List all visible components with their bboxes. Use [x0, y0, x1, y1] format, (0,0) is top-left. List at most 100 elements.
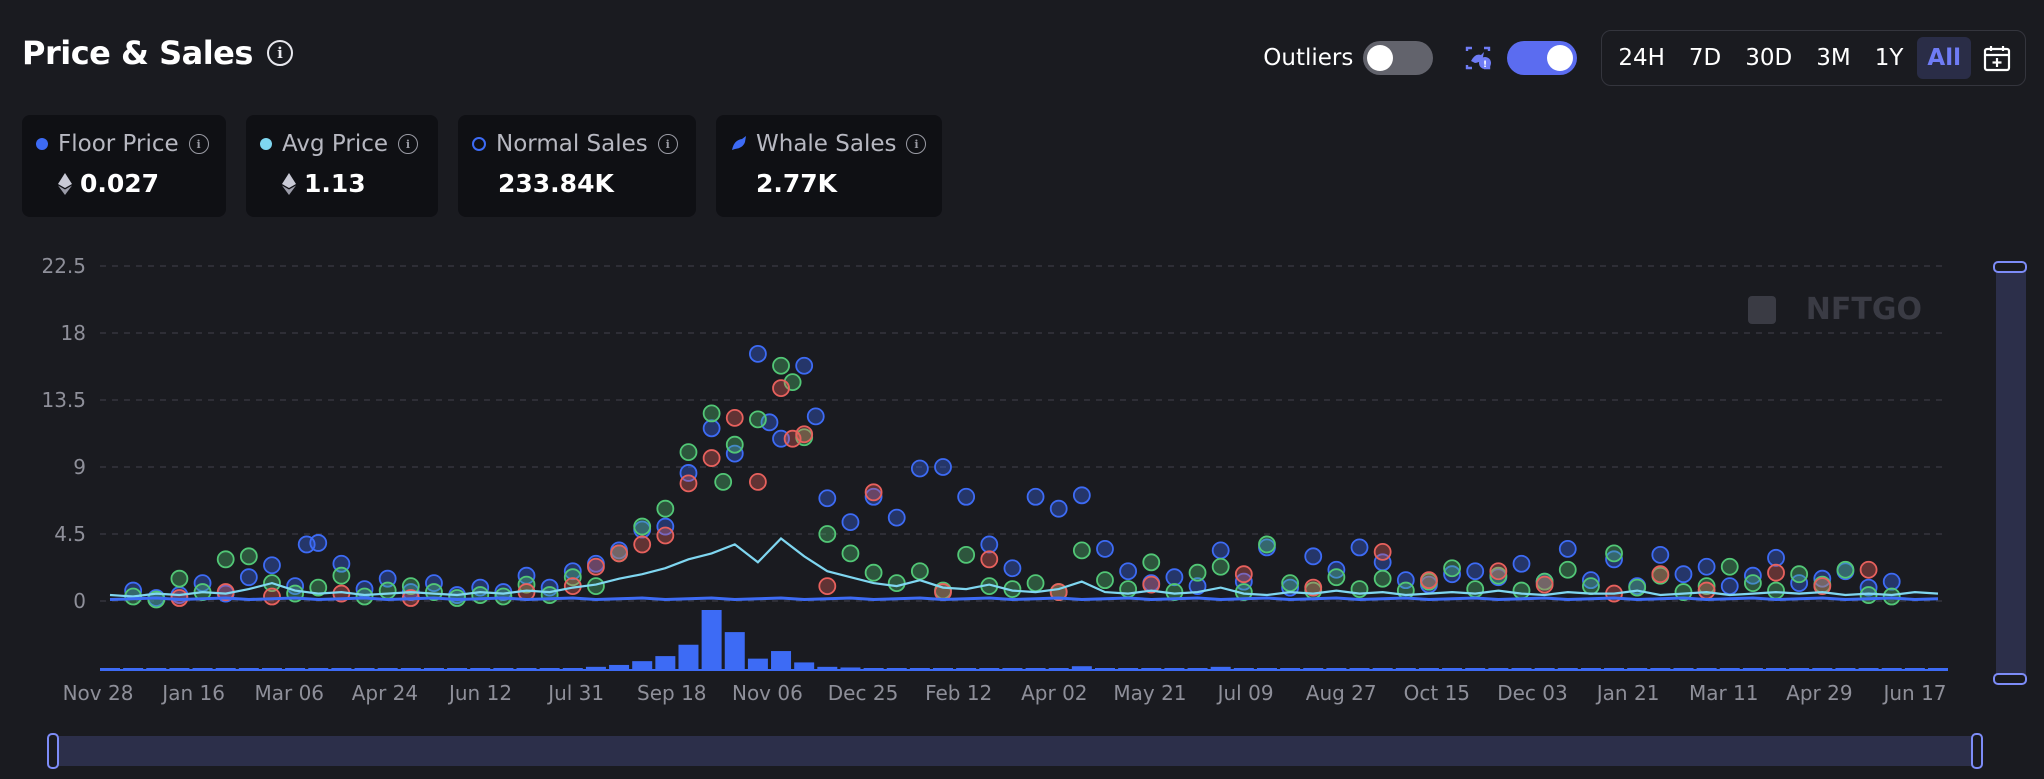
range-1y-button[interactable]: 1Y [1874, 45, 1904, 71]
range-7d-button[interactable]: 7D [1688, 45, 1722, 71]
info-icon[interactable]: i [398, 134, 419, 154]
card-value: 233.84K [498, 169, 614, 198]
card-value: 2.77K [756, 169, 838, 198]
normal-sale-point [725, 444, 744, 463]
normal-sale-point [263, 556, 281, 575]
up-sale-point [1582, 577, 1600, 596]
normal-sale-point [1211, 541, 1230, 560]
up-sale-point [1859, 586, 1878, 604]
avg-price-card: Avg Price i 1.13 [246, 115, 438, 217]
info-icon[interactable]: i [657, 134, 678, 154]
normal-sale-point [887, 508, 906, 527]
info-icon[interactable]: i [188, 134, 209, 154]
up-sale-point [1512, 581, 1531, 600]
x-tick-label: Apr 24 [352, 681, 418, 705]
avg-price-line [109, 537, 1939, 598]
range-30d-button[interactable]: 30D [1745, 45, 1793, 71]
down-sale-point [748, 472, 767, 491]
up-sale-point [1720, 557, 1739, 576]
normal-sale-point [1697, 557, 1716, 576]
normal-sale-point [806, 407, 825, 426]
normal-sale-point [1304, 547, 1323, 566]
up-sale-point [818, 525, 837, 543]
bottom-zoom-handle[interactable] [1993, 673, 2027, 685]
right-zoom-handle[interactable] [1971, 733, 1983, 769]
normal-sale-point [1674, 565, 1693, 584]
card-label: Avg Price [282, 131, 389, 157]
up-sale-point [1767, 581, 1785, 600]
eth-icon [58, 172, 72, 195]
up-sale-point [1558, 560, 1577, 579]
volume-bar [585, 666, 606, 670]
normal-sale-point [1350, 538, 1369, 557]
down-sale-point [1142, 575, 1161, 594]
normal-sale-point [1119, 562, 1138, 581]
y-tick-label: 22.5 [41, 254, 86, 278]
down-sale-point [725, 408, 744, 427]
card-label: Whale Sales [756, 131, 897, 157]
x-tick-label: Jun 12 [447, 681, 512, 705]
up-sale-point [1790, 565, 1809, 584]
x-tick-label: Aug 27 [1306, 681, 1377, 705]
normal-sale-point [1605, 550, 1623, 569]
down-sale-point [263, 587, 281, 606]
normal-sale-point [1165, 568, 1184, 587]
top-zoom-handle[interactable] [1993, 261, 2027, 273]
nftgo-watermark: NFTGO [1806, 292, 1922, 327]
volume-bar [609, 664, 630, 670]
calendar-icon[interactable] [1975, 38, 2019, 78]
range-3m-button[interactable]: 3M [1816, 45, 1851, 71]
down-sale-point [702, 449, 721, 467]
vertical-zoom-slider[interactable] [1993, 261, 2027, 685]
x-tick-label: Jan 16 [160, 681, 225, 705]
up-sale-point [309, 578, 328, 597]
up-sale-point [772, 356, 790, 375]
up-sale-point [1443, 559, 1461, 578]
up-sale-point [1396, 581, 1415, 600]
up-sale-point [1836, 560, 1855, 579]
outliers-toggle[interactable] [1363, 41, 1434, 75]
x-tick-label: Jan 21 [1595, 681, 1660, 705]
floor-price-dot [36, 138, 48, 150]
range-all-button[interactable]: All [1917, 37, 1971, 79]
normal-sale-point [1651, 545, 1670, 564]
info-icon[interactable]: i [906, 134, 927, 154]
info-icon[interactable]: i [266, 40, 293, 66]
down-sale-point [679, 474, 698, 493]
down-sale-point [587, 557, 605, 576]
up-sale-point [216, 550, 235, 569]
normal-sales-ring [472, 137, 486, 151]
up-sale-point [378, 581, 397, 600]
whale-icon [732, 136, 746, 150]
normal-sale-point [910, 459, 929, 478]
up-sale-point [1327, 568, 1346, 587]
up-sale-point [725, 435, 744, 454]
up-sale-point [714, 472, 733, 491]
normal-sale-point [1767, 548, 1785, 567]
floor-price-card: Floor Price i 0.027 [22, 115, 226, 217]
horizontal-zoom-slider[interactable] [47, 733, 1983, 769]
eth-icon [282, 172, 296, 195]
normal-sale-point [1443, 565, 1461, 584]
price-sales-chart: 0 4.5 9 13.5 18 22.5 NFTGO Nov 28 Jan 16 Mar 06 Ap… [41, 254, 1948, 705]
svg-text:!: ! [1483, 60, 1487, 70]
x-tick-label: Sep 18 [637, 681, 707, 705]
up-sale-point [1697, 577, 1716, 596]
whale-sales-card: Whale Sales i 2.77K [716, 115, 942, 217]
down-sale-point [610, 544, 628, 563]
y-tick-label: 9 [73, 455, 86, 479]
up-sale-point [887, 574, 906, 593]
up-sale-point [563, 568, 582, 587]
down-sale-point [1767, 563, 1785, 582]
left-zoom-handle[interactable] [47, 733, 59, 769]
x-tick-label: Mar 06 [254, 681, 324, 705]
volume-bar [794, 662, 815, 670]
down-sale-point [864, 483, 883, 502]
range-24h-button[interactable]: 24H [1618, 45, 1665, 71]
up-sale-point [702, 404, 721, 423]
stat-cards: Floor Price i 0.027 Avg Price i 1.13 Nor… [22, 115, 942, 217]
whale-sales-toggle[interactable] [1507, 41, 1578, 75]
up-sale-point [1605, 544, 1623, 563]
up-sale-point [633, 517, 652, 536]
normal-sale-point [1720, 577, 1739, 596]
